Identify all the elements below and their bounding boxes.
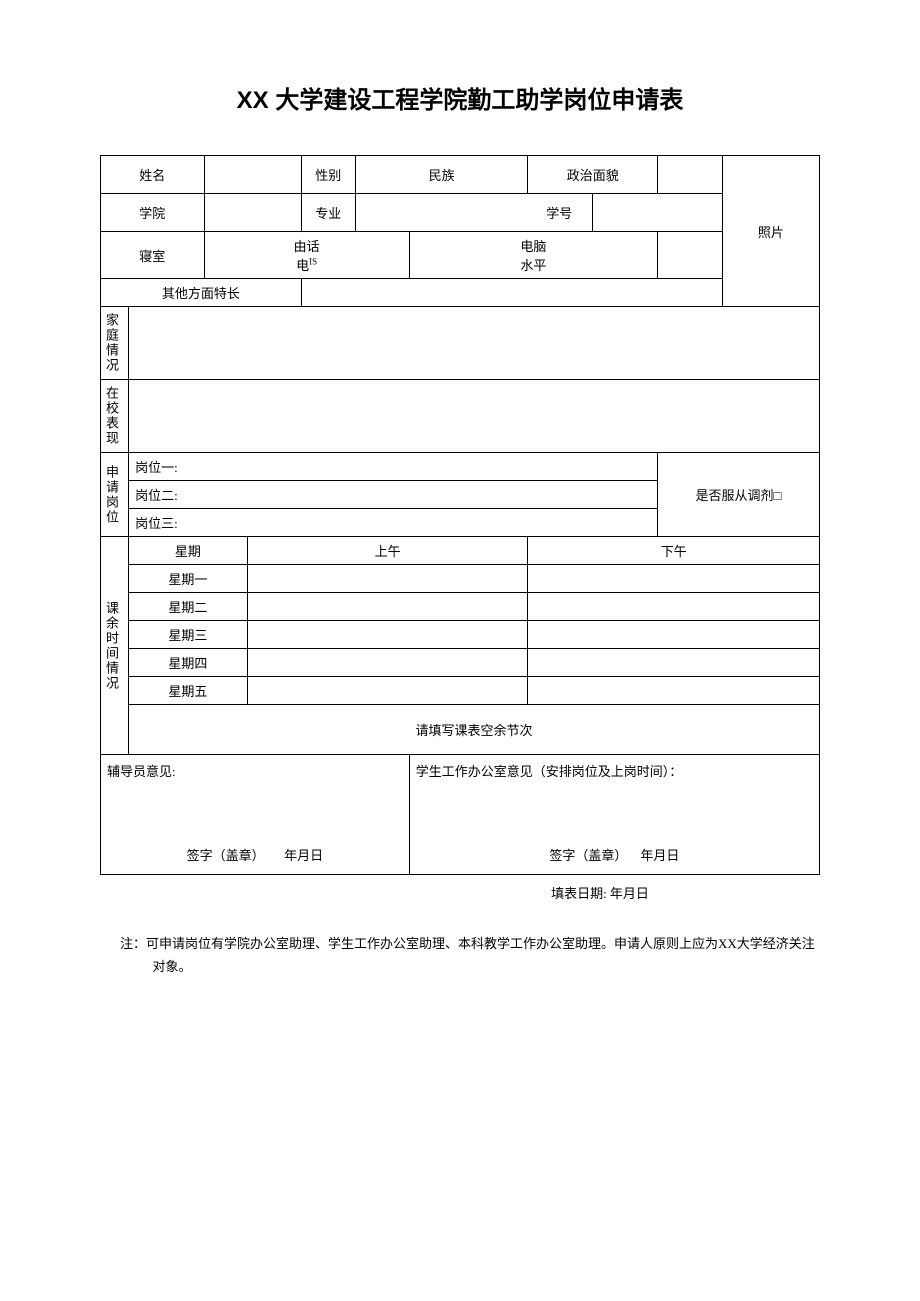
field-position3[interactable]: 岗位三: [129,509,658,537]
field-tue-pm[interactable] [528,593,820,621]
counselor-opinion-label: 辅导员意见: [107,761,403,780]
field-position2[interactable]: 岗位二: [129,481,658,509]
office-opinion-label: 学生工作办公室意见（安排岗位及上岗时间）： [416,761,813,780]
field-mon-pm[interactable] [528,565,820,593]
label-name: 姓名 [101,156,205,194]
footer-note: 注：可申请岗位有学院办公室助理、学生工作办公室助理、本科教学工作办公室助理。申请… [133,932,821,979]
counselor-opinion-cell[interactable]: 辅导员意见: 签字（盖章） 年月日 [101,755,410,875]
label-political: 政治面貌 [528,156,658,194]
office-sign: 签字（盖章） 年月日 [410,845,819,864]
field-name[interactable] [204,156,301,194]
label-apply-position: 申请岗位 [101,453,129,537]
field-computer[interactable] [657,232,722,279]
label-morning: 上午 [247,537,528,565]
label-other-skills: 其他方面特长 [101,279,302,307]
field-college[interactable] [204,194,301,232]
label-thu: 星期四 [129,649,248,677]
field-student-id[interactable] [593,194,723,232]
field-fri-pm[interactable] [528,677,820,705]
photo-cell: 照片 [722,156,819,307]
label-dorm: 寝室 [101,232,205,279]
application-form-table: 姓名 性别 民族 政治面貌 照片 学院 专业 学号 寝室 由话 电IS 电脑 水… [100,155,820,875]
label-phone: 由话 电IS [204,232,409,279]
label-weekday: 星期 [129,537,248,565]
field-wed-pm[interactable] [528,621,820,649]
field-school-perf[interactable] [129,380,820,453]
label-college: 学院 [101,194,205,232]
label-transfer[interactable]: 是否服从调剂□ [657,453,819,537]
label-spare-time: 课余时间情况 [101,537,129,755]
field-wed-am[interactable] [247,621,528,649]
field-thu-am[interactable] [247,649,528,677]
label-afternoon: 下午 [528,537,820,565]
label-tue: 星期二 [129,593,248,621]
field-political[interactable] [657,156,722,194]
fill-date: 填表日期: 年月日 [100,883,820,902]
label-wed: 星期三 [129,621,248,649]
label-student-id: 学号 [355,194,592,232]
office-opinion-cell[interactable]: 学生工作办公室意见（安排岗位及上岗时间）： 签字（盖章） 年月日 [409,755,819,875]
schedule-note: 请填写课表空余节次 [129,705,820,755]
field-fri-am[interactable] [247,677,528,705]
label-computer: 电脑 水平 [409,232,657,279]
label-fri: 星期五 [129,677,248,705]
label-school-perf: 在校表现 [101,380,129,453]
label-ethnicity: 民族 [355,156,528,194]
field-position1[interactable]: 岗位一: [129,453,658,481]
label-major: 专业 [301,194,355,232]
label-gender: 性别 [301,156,355,194]
label-mon: 星期一 [129,565,248,593]
page-title: XX 大学建设工程学院勤工助学岗位申请表 [100,80,820,115]
label-family: 家庭情况 [101,307,129,380]
field-family[interactable] [129,307,820,380]
counselor-sign: 签字（盖章） 年月日 [101,845,409,864]
field-tue-am[interactable] [247,593,528,621]
field-mon-am[interactable] [247,565,528,593]
field-thu-pm[interactable] [528,649,820,677]
field-other-skills[interactable] [301,279,722,307]
